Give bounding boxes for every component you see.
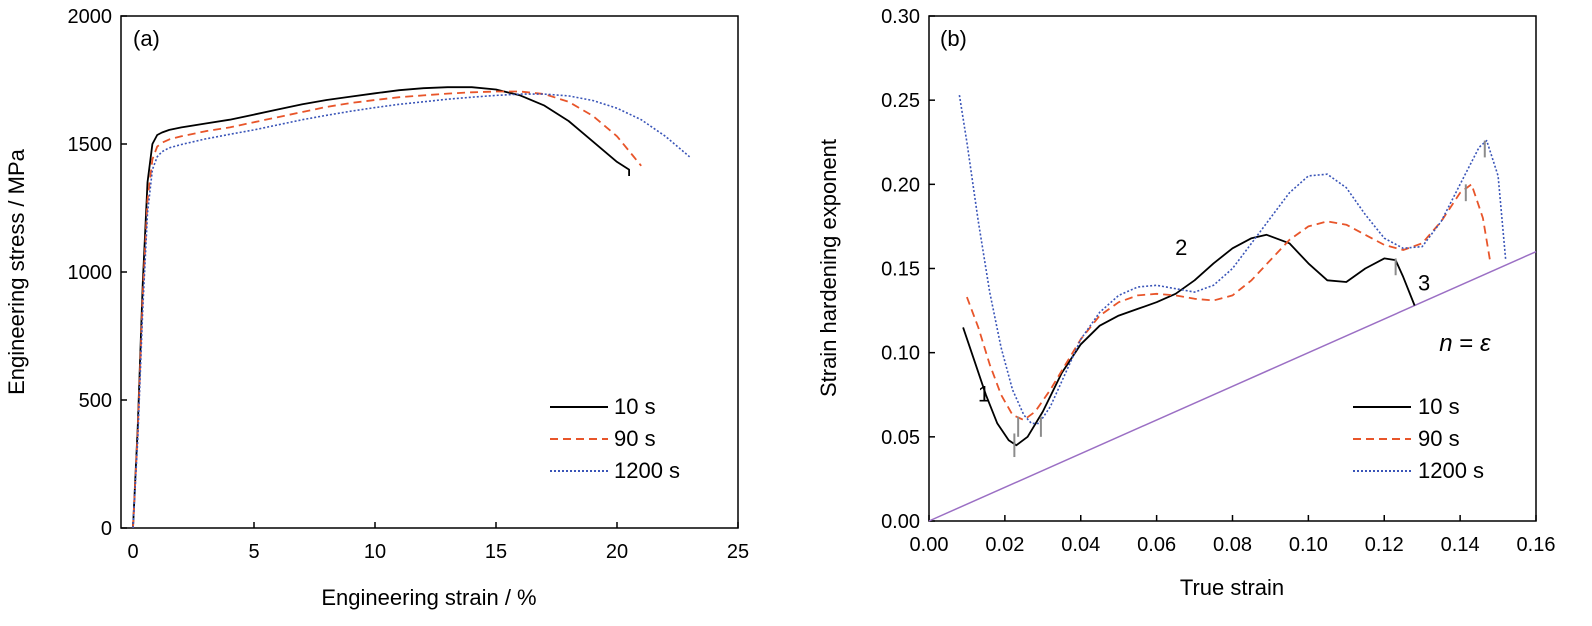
region-label-3: 3 — [1418, 270, 1430, 295]
legend-label-10s: 10 s — [1418, 394, 1460, 419]
n-equals-epsilon-line — [928, 250, 1537, 522]
panel-b-x-tick-label: 0.08 — [1213, 534, 1252, 556]
panel-b-reference-line — [928, 250, 1537, 522]
legend-label-1200s: 1200 s — [1418, 458, 1484, 483]
panel-b-y-tick-label: 0.05 — [881, 427, 920, 449]
panel-b-x-tick-label: 0.02 — [985, 534, 1024, 556]
epsilon-symbol: ε — [1480, 330, 1491, 357]
panel-b-y-tick-label: 0.15 — [881, 259, 920, 281]
panel-a-label: (a) — [133, 26, 160, 51]
panel-a-x-tick-label: 10 — [364, 541, 386, 563]
panel-a-x-tick-label: 20 — [606, 541, 628, 563]
panel-b-x-tick-label: 0.10 — [1289, 534, 1328, 556]
panel-a-y-tick-label: 1000 — [68, 262, 113, 284]
panel-b-y-tick-label: 0.30 — [881, 6, 920, 28]
panel-b-x-tick-label: 0.06 — [1137, 534, 1176, 556]
panel-a-x-tick-label: 15 — [485, 541, 507, 563]
panel-b-series-90s-line — [966, 183, 1492, 421]
n-equals-epsilon-label: n = ε — [1439, 330, 1491, 357]
panel-b-x-tick-label: 0.04 — [1061, 534, 1100, 556]
region-label-2: 2 — [1175, 235, 1187, 260]
panel-b-x-tick-label: 0.16 — [1517, 534, 1556, 556]
legend-label-10s: 10 s — [614, 394, 656, 419]
panel-b-x-ticks: 0.00 0.02 0.04 0.06 0.08 0.10 0.12 0.14 0.16 — [910, 515, 1556, 556]
panel-b-x-axis-label: True strain — [1180, 575, 1284, 600]
panel-b-x-tick-label: 0.14 — [1441, 534, 1480, 556]
panel-b-label: (b) — [940, 26, 967, 51]
panel-a: 0 5 10 15 20 25 0 500 1000 1500 2000 (a) Engineer… — [4, 6, 749, 610]
panel-b-y-tick-label: 0.00 — [881, 511, 920, 533]
panel-b-x-tick-label: 0.12 — [1365, 534, 1404, 556]
panel-a-y-tick-label: 0 — [101, 518, 112, 540]
panel-a-y-ticks: 0 500 1000 1500 2000 — [68, 6, 127, 540]
panel-b: 0.00 0.02 0.04 0.06 0.08 0.10 0.12 0.14 0.16 0.0… — [816, 6, 1555, 600]
panel-a-y-axis-label: Engineering stress / MPa — [4, 148, 29, 395]
panel-a-series-1200s-line — [132, 93, 691, 529]
n-symbol: n — [1439, 330, 1452, 357]
panel-b-y-tick-label: 0.10 — [881, 343, 920, 365]
panel-a-y-tick-label: 1500 — [68, 134, 113, 156]
panel-a-series-10s-line — [132, 86, 630, 529]
panel-b-y-ticks: 0.00 0.05 0.10 0.15 0.20 0.25 0.30 — [881, 6, 935, 533]
panel-a-x-tick-label: 5 — [248, 541, 259, 563]
panel-a-x-tick-label: 0 — [127, 541, 138, 563]
panel-a-y-tick-label: 500 — [79, 390, 112, 412]
panel-b-y-tick-label: 0.25 — [881, 90, 920, 112]
panel-b-y-tick-label: 0.20 — [881, 174, 920, 196]
legend-label-90s: 90 s — [614, 426, 656, 451]
panel-b-legend: 10 s 90 s 1200 s — [1353, 394, 1484, 483]
panel-b-series-1200s-line — [958, 94, 1507, 425]
panel-b-minimum-markers — [1013, 140, 1486, 458]
panel-a-series-90s-line — [132, 90, 642, 529]
panel-b-x-tick-label: 0.00 — [910, 534, 949, 556]
legend-label-1200s: 1200 s — [614, 458, 680, 483]
panel-a-legend: 10 s 90 s 1200 s — [550, 394, 680, 483]
panel-b-annotations: 1 2 3 — [978, 235, 1430, 406]
panel-a-x-tick-label: 25 — [727, 541, 749, 563]
panel-a-frame — [120, 15, 739, 529]
panel-b-y-axis-label: Strain hardening exponent — [816, 139, 841, 397]
region-label-1: 1 — [978, 381, 990, 406]
equals-sign: = — [1453, 330, 1480, 357]
panel-a-series — [132, 86, 691, 529]
panel-a-x-ticks: 0 5 10 15 20 25 — [127, 522, 749, 563]
legend-label-90s: 90 s — [1418, 426, 1460, 451]
panel-a-y-tick-label: 2000 — [68, 6, 113, 28]
panel-a-x-axis-label: Engineering strain / % — [321, 585, 536, 610]
